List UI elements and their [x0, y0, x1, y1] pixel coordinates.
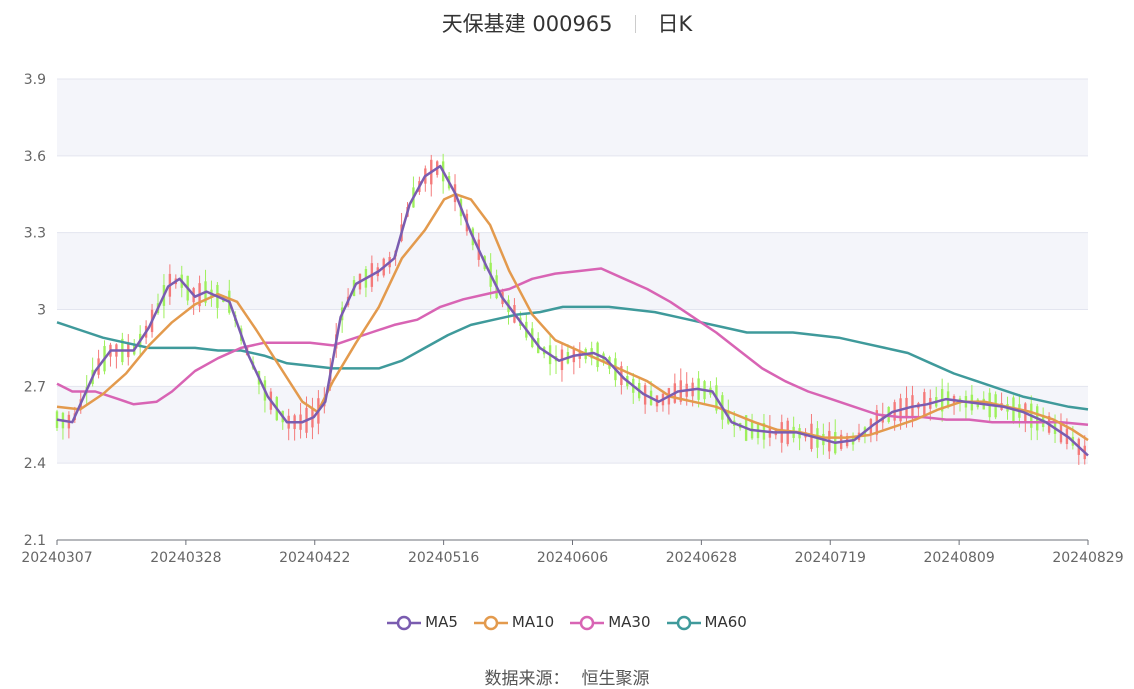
chart-legend: MA5 MA10 MA30 MA60 [0, 613, 1134, 631]
x-tick-label: 20240307 [21, 550, 92, 566]
legend-item-ma60[interactable]: MA60 [666, 613, 747, 631]
y-tick-label: 2.4 [24, 456, 46, 472]
grid-band [57, 79, 1088, 156]
legend-item-ma5[interactable]: MA5 [387, 613, 458, 631]
y-tick-label: 3 [37, 303, 46, 319]
y-tick-label: 2.7 [24, 379, 46, 395]
candlestick-chart: 2.1 2.4 2.7 3 3.3 3.6 3.9 20240307 20240328 20240… [21, 72, 1123, 566]
legend-item-ma10[interactable]: MA10 [473, 613, 555, 631]
y-tick-label: 2.1 [24, 533, 46, 549]
x-tick-label: 20240628 [666, 550, 737, 566]
ma-line-ma60 [56, 305, 1089, 411]
legend-marker-icon [387, 615, 422, 631]
title-divider [634, 15, 636, 33]
x-tick-label: 20240809 [923, 550, 994, 566]
source-value: 恒生聚源 [581, 669, 650, 689]
legend-label: MA10 [511, 613, 555, 631]
x-tick-label: 20240422 [279, 550, 350, 566]
ma-line-ma5 [56, 164, 1089, 457]
legend-marker-icon [666, 615, 701, 631]
y-tick-label: 3.6 [24, 149, 46, 165]
stock-name-code: 天保基建 000965 [441, 12, 613, 36]
chart-title: 天保基建 000965 日K [0, 8, 1134, 38]
x-tick-label: 20240516 [408, 550, 479, 566]
y-tick-label: 3.3 [24, 226, 46, 242]
data-source: 数据来源： 恒生聚源 [0, 664, 1134, 689]
period-label: 日K [657, 12, 693, 36]
legend-item-ma30[interactable]: MA30 [570, 613, 651, 631]
grid-band [57, 386, 1088, 464]
y-tick-label: 3.9 [24, 72, 46, 88]
ma-line-ma30 [56, 267, 1089, 427]
x-tick-label: 20240719 [795, 550, 866, 566]
legend-label: MA5 [425, 613, 458, 631]
source-label: 数据来源： [484, 669, 570, 689]
x-tick-label: 20240328 [150, 550, 221, 566]
x-tick-label: 20240829 [1052, 550, 1123, 566]
legend-label: MA60 [704, 613, 747, 631]
ma-line-ma10 [56, 192, 1089, 442]
legend-marker-icon [473, 615, 508, 631]
x-tick-label: 20240606 [537, 550, 608, 566]
legend-marker-icon [570, 615, 605, 631]
legend-label: MA30 [608, 613, 651, 631]
